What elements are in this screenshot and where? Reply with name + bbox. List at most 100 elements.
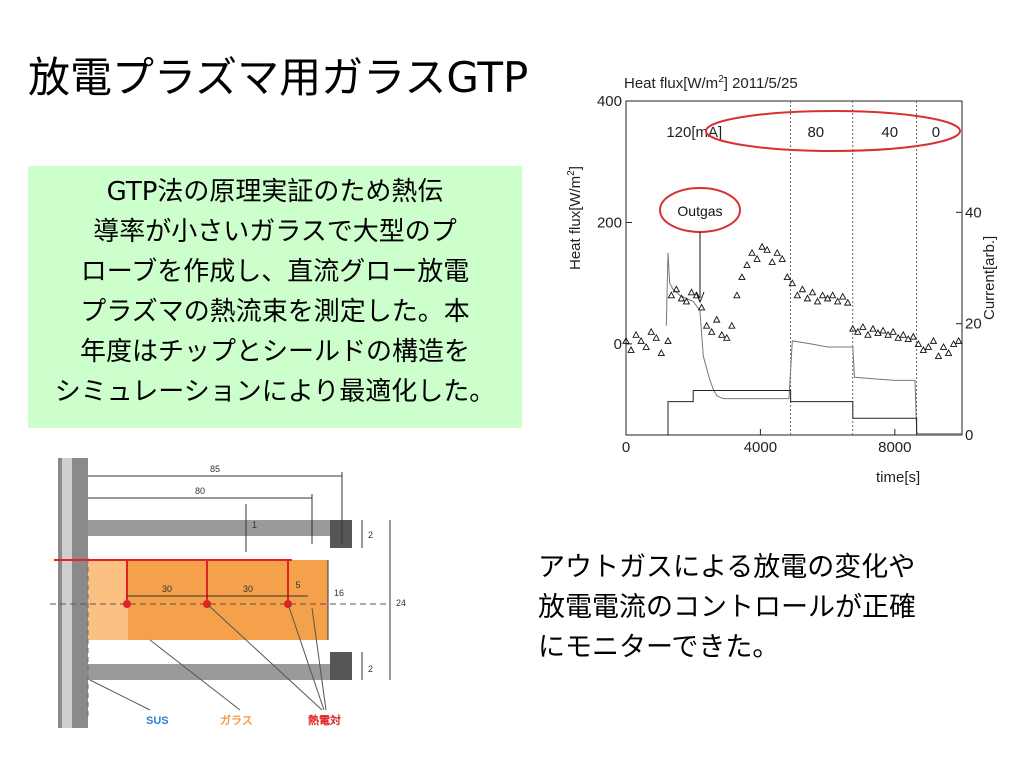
x-tick-label: 0 [622, 439, 630, 456]
heat-flux-point [647, 327, 655, 335]
heat-flux-point [924, 343, 933, 350]
heat-flux-point [798, 285, 807, 293]
heat-flux-point [632, 330, 640, 338]
y-tick-label: 400 [597, 93, 622, 110]
heat-flux-point [879, 326, 887, 334]
current-label: 80 [807, 124, 824, 141]
heat-flux-point [778, 254, 786, 262]
heat-flux-point [849, 324, 857, 332]
leader-thermocouple [311, 607, 327, 711]
chart-title: Heat flux[W/m2] 2011/5/25 [624, 74, 798, 92]
heat-flux-point [844, 298, 852, 306]
y-axis-label: Heat flux[W/m2] [566, 166, 584, 270]
heat-flux-point [753, 254, 761, 262]
dimension-30b: 30 [243, 584, 253, 594]
summary-box: GTP法の原理実証のため熱伝 導率が小さいガラスで大型のプ ローブを作成し、直流… [28, 166, 522, 428]
heat-flux-point [793, 291, 802, 299]
heat-flux-point [702, 321, 711, 329]
sus-plate-bottom [88, 664, 338, 680]
summary-line: 導率が小さいガラスで大型のプ [93, 217, 457, 247]
heat-flux-point [939, 343, 948, 350]
heat-flux-point [733, 291, 741, 299]
heat-flux-point [763, 245, 771, 253]
leader-thermocouple [206, 603, 323, 711]
thermocouple-point [123, 600, 131, 608]
slide-title: 放電プラズマ用ガラスGTP [28, 53, 529, 102]
heat-flux-point [718, 330, 726, 338]
heat-flux-point [828, 291, 837, 299]
heat-flux-point [738, 273, 746, 281]
sus-lip-top [330, 520, 352, 548]
heat-flux-point [954, 336, 963, 344]
summary-line: プラズマの熱流束を測定した。本 [80, 297, 470, 327]
heat-flux-point [743, 261, 751, 268]
heat-flux-point [934, 352, 943, 360]
heat-flux-point [657, 349, 666, 356]
x-axis-label: time[s] [876, 469, 920, 486]
heat-flux-chart: Heat flux[W/m2] 2011/5/25 Heat flux[W/m2… [566, 74, 998, 486]
sus-plate-top [88, 520, 338, 536]
dimension-80: 80 [195, 486, 205, 496]
plot-frame [625, 100, 963, 436]
result-line: アウトガスによる放電の変化や [538, 552, 916, 583]
heat-flux-point [768, 257, 776, 265]
label-glass: ガラス [220, 713, 253, 727]
heat-flux-point [944, 349, 953, 356]
leader-thermocouple [287, 603, 325, 711]
result-line: 放電電流のコントロールが正確 [538, 592, 916, 623]
y-tick-label: 0 [614, 336, 622, 353]
heat-flux-point [622, 336, 630, 344]
heat-flux-point [712, 315, 721, 323]
heat-flux-point [728, 321, 736, 329]
heat-flux-point [773, 248, 781, 256]
dimension-2-bottom: 2 [368, 664, 373, 674]
result-text: アウトガスによる放電の変化や 放電電流のコントロールが正確 にモニターできた。 [538, 548, 998, 668]
heat-flux-point [914, 339, 923, 347]
heat-flux-point [667, 291, 676, 299]
heat-flux-point [889, 327, 897, 335]
dimension-16: 16 [334, 588, 344, 598]
summary-line: シミュレーションにより最適化した。 [54, 377, 496, 407]
y2-tick-label: 40 [965, 204, 982, 221]
heat-flux-point [813, 297, 822, 305]
result-line: にモニターできた。 [538, 632, 780, 663]
heat-flux-point [808, 288, 817, 296]
heat-flux-point [833, 297, 842, 305]
heat-flux-point [672, 285, 681, 293]
outgas-arrow-head [695, 291, 705, 304]
y2-axis-label: Current[arb.] [981, 236, 998, 320]
heat-flux-line [665, 252, 962, 435]
y2-tick-label: 20 [965, 316, 982, 333]
summary-text: GTP法の原理実証のため熱伝 導率が小さいガラスで大型のプ ローブを作成し、直流… [28, 172, 522, 412]
heat-flux-point [758, 242, 766, 250]
heat-flux-point [692, 291, 701, 299]
heat-flux-point [664, 336, 672, 344]
heat-flux-point [859, 322, 867, 330]
dimension-85: 85 [210, 464, 220, 474]
heat-flux-point [627, 346, 635, 353]
dimension-1: 1 [252, 520, 257, 530]
heat-flux-point [682, 297, 691, 305]
heat-flux-point [707, 327, 716, 335]
heat-flux-point [838, 292, 847, 300]
outgas-annotation: Outgas [677, 203, 722, 219]
heat-flux-point [637, 336, 645, 344]
leader-glass [149, 639, 241, 711]
heat-flux-point [697, 303, 706, 311]
summary-line: ローブを作成し、直流グロー放電 [80, 257, 470, 287]
heat-flux-point [788, 279, 797, 287]
heat-flux-point [904, 335, 912, 343]
sus-wall-left-shade [62, 458, 72, 728]
dimension-24: 24 [396, 598, 406, 608]
x-tick-label: 4000 [744, 439, 777, 456]
leader-sus [89, 679, 151, 711]
heat-flux-point [874, 329, 882, 336]
summary-line: 年度はチップとシールドの構造を [79, 337, 470, 367]
probe-cross-section: 85 80 1 30 30 5 2 16 24 2 SUS ガラス 熱電対 [50, 458, 406, 728]
heat-flux-point [687, 288, 696, 296]
heat-flux-point [748, 248, 756, 256]
label-thermocouple: 熱電対 [308, 713, 341, 727]
heat-flux-point [803, 294, 812, 302]
current-label: 40 [881, 124, 898, 141]
heat-flux-point [723, 333, 731, 341]
